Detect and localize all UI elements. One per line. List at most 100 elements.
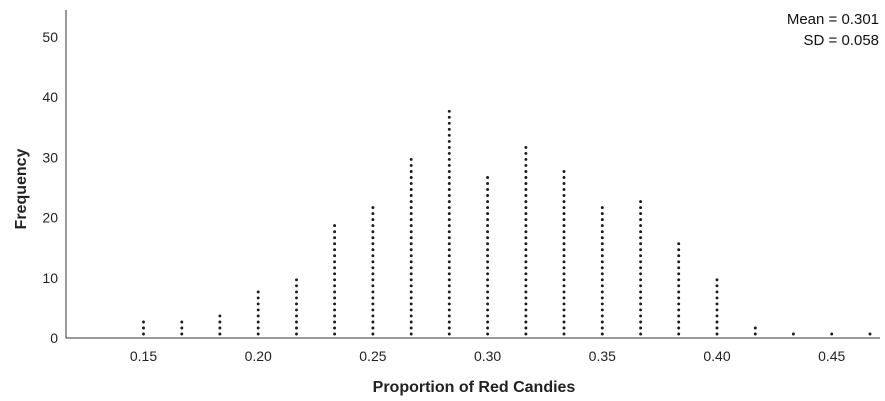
data-dot [486,218,490,222]
data-dot [447,127,451,131]
data-dot [371,242,375,246]
data-dot [524,200,528,204]
data-dot [371,272,375,276]
data-dot [447,109,451,113]
data-dot [524,151,528,155]
data-dot [830,332,834,336]
data-dot [447,188,451,191]
data-dot [256,326,260,330]
data-dot [600,296,604,300]
data-dot [677,284,681,288]
data-dot [600,224,604,228]
data-dot [639,260,643,264]
data-dot [600,212,604,216]
x-tick-label: 0.30 [474,348,501,364]
data-dot [562,278,566,282]
data-dot [639,320,643,324]
data-dot [486,278,490,282]
data-dot [371,224,375,228]
data-dot [639,308,643,312]
data-dot [371,230,375,234]
data-dot [524,188,528,191]
data-dot [677,332,681,336]
data-dot [524,170,528,173]
x-tick-label: 0.40 [703,348,730,364]
data-dot [639,272,643,276]
data-dot [371,314,375,318]
data-dot [524,284,528,288]
data-dot [639,206,643,210]
y-tick-label: 20 [42,210,58,226]
y-tick-label: 50 [42,29,58,45]
y-tick-labels: 0 10 20 30 40 50 [42,29,58,346]
data-dot [256,308,260,312]
data-dot [600,284,604,288]
data-dot [409,278,413,282]
data-dot [715,278,719,282]
data-dot [715,332,719,336]
data-dot [486,314,490,318]
data-dot [409,272,413,276]
data-dot [447,218,451,222]
data-dot [371,308,375,312]
data-dot [600,242,604,246]
data-dot [256,332,260,336]
data-dot [371,206,375,210]
data-dot [333,284,337,288]
data-dot [600,326,604,330]
data-dot [600,230,604,234]
data-dot [639,230,643,234]
data-dot [639,326,643,330]
data-dot [447,332,451,336]
data-dot [562,200,566,204]
data-dot [639,218,643,222]
data-dot [715,284,719,288]
data-dot [409,230,413,234]
data-dot [447,266,451,270]
data-dot [715,320,719,324]
data-dot [562,332,566,336]
data-dot [562,326,566,330]
x-tick-label: 0.25 [359,348,386,364]
data-dot [639,242,643,246]
data-dot [333,290,337,294]
data-dot [371,284,375,288]
data-dot [639,224,643,228]
data-dot [447,260,451,264]
data-dot [486,194,490,197]
data-dot [677,326,681,330]
data-dot [562,212,566,216]
data-dot [600,332,604,336]
data-dot [409,284,413,288]
data-dot [409,212,413,216]
data-dot [333,320,337,324]
data-dot [600,206,604,210]
data-dot [333,248,337,252]
data-dot [524,302,528,306]
data-dot [677,272,681,276]
data-dot [600,320,604,324]
data-dot [677,320,681,324]
data-dot [447,133,451,137]
data-dot [524,212,528,216]
data-dot [447,145,451,149]
data-dot [333,224,337,228]
data-dot [256,290,260,294]
data-dot [677,266,681,270]
data-dot [295,278,298,282]
data-dot [524,242,528,246]
data-dot [639,296,643,300]
data-dot [524,332,528,336]
data-dot [333,296,337,300]
data-dot [600,314,604,318]
data-dot [524,260,528,264]
data-dot [447,139,451,143]
data-dot [447,302,451,306]
data-dot [447,115,451,119]
data-dot [600,302,604,306]
data-dot [447,296,451,300]
data-dot [486,230,490,234]
data-dot [486,224,490,228]
data-dot [486,182,490,185]
data-dot [639,236,643,240]
